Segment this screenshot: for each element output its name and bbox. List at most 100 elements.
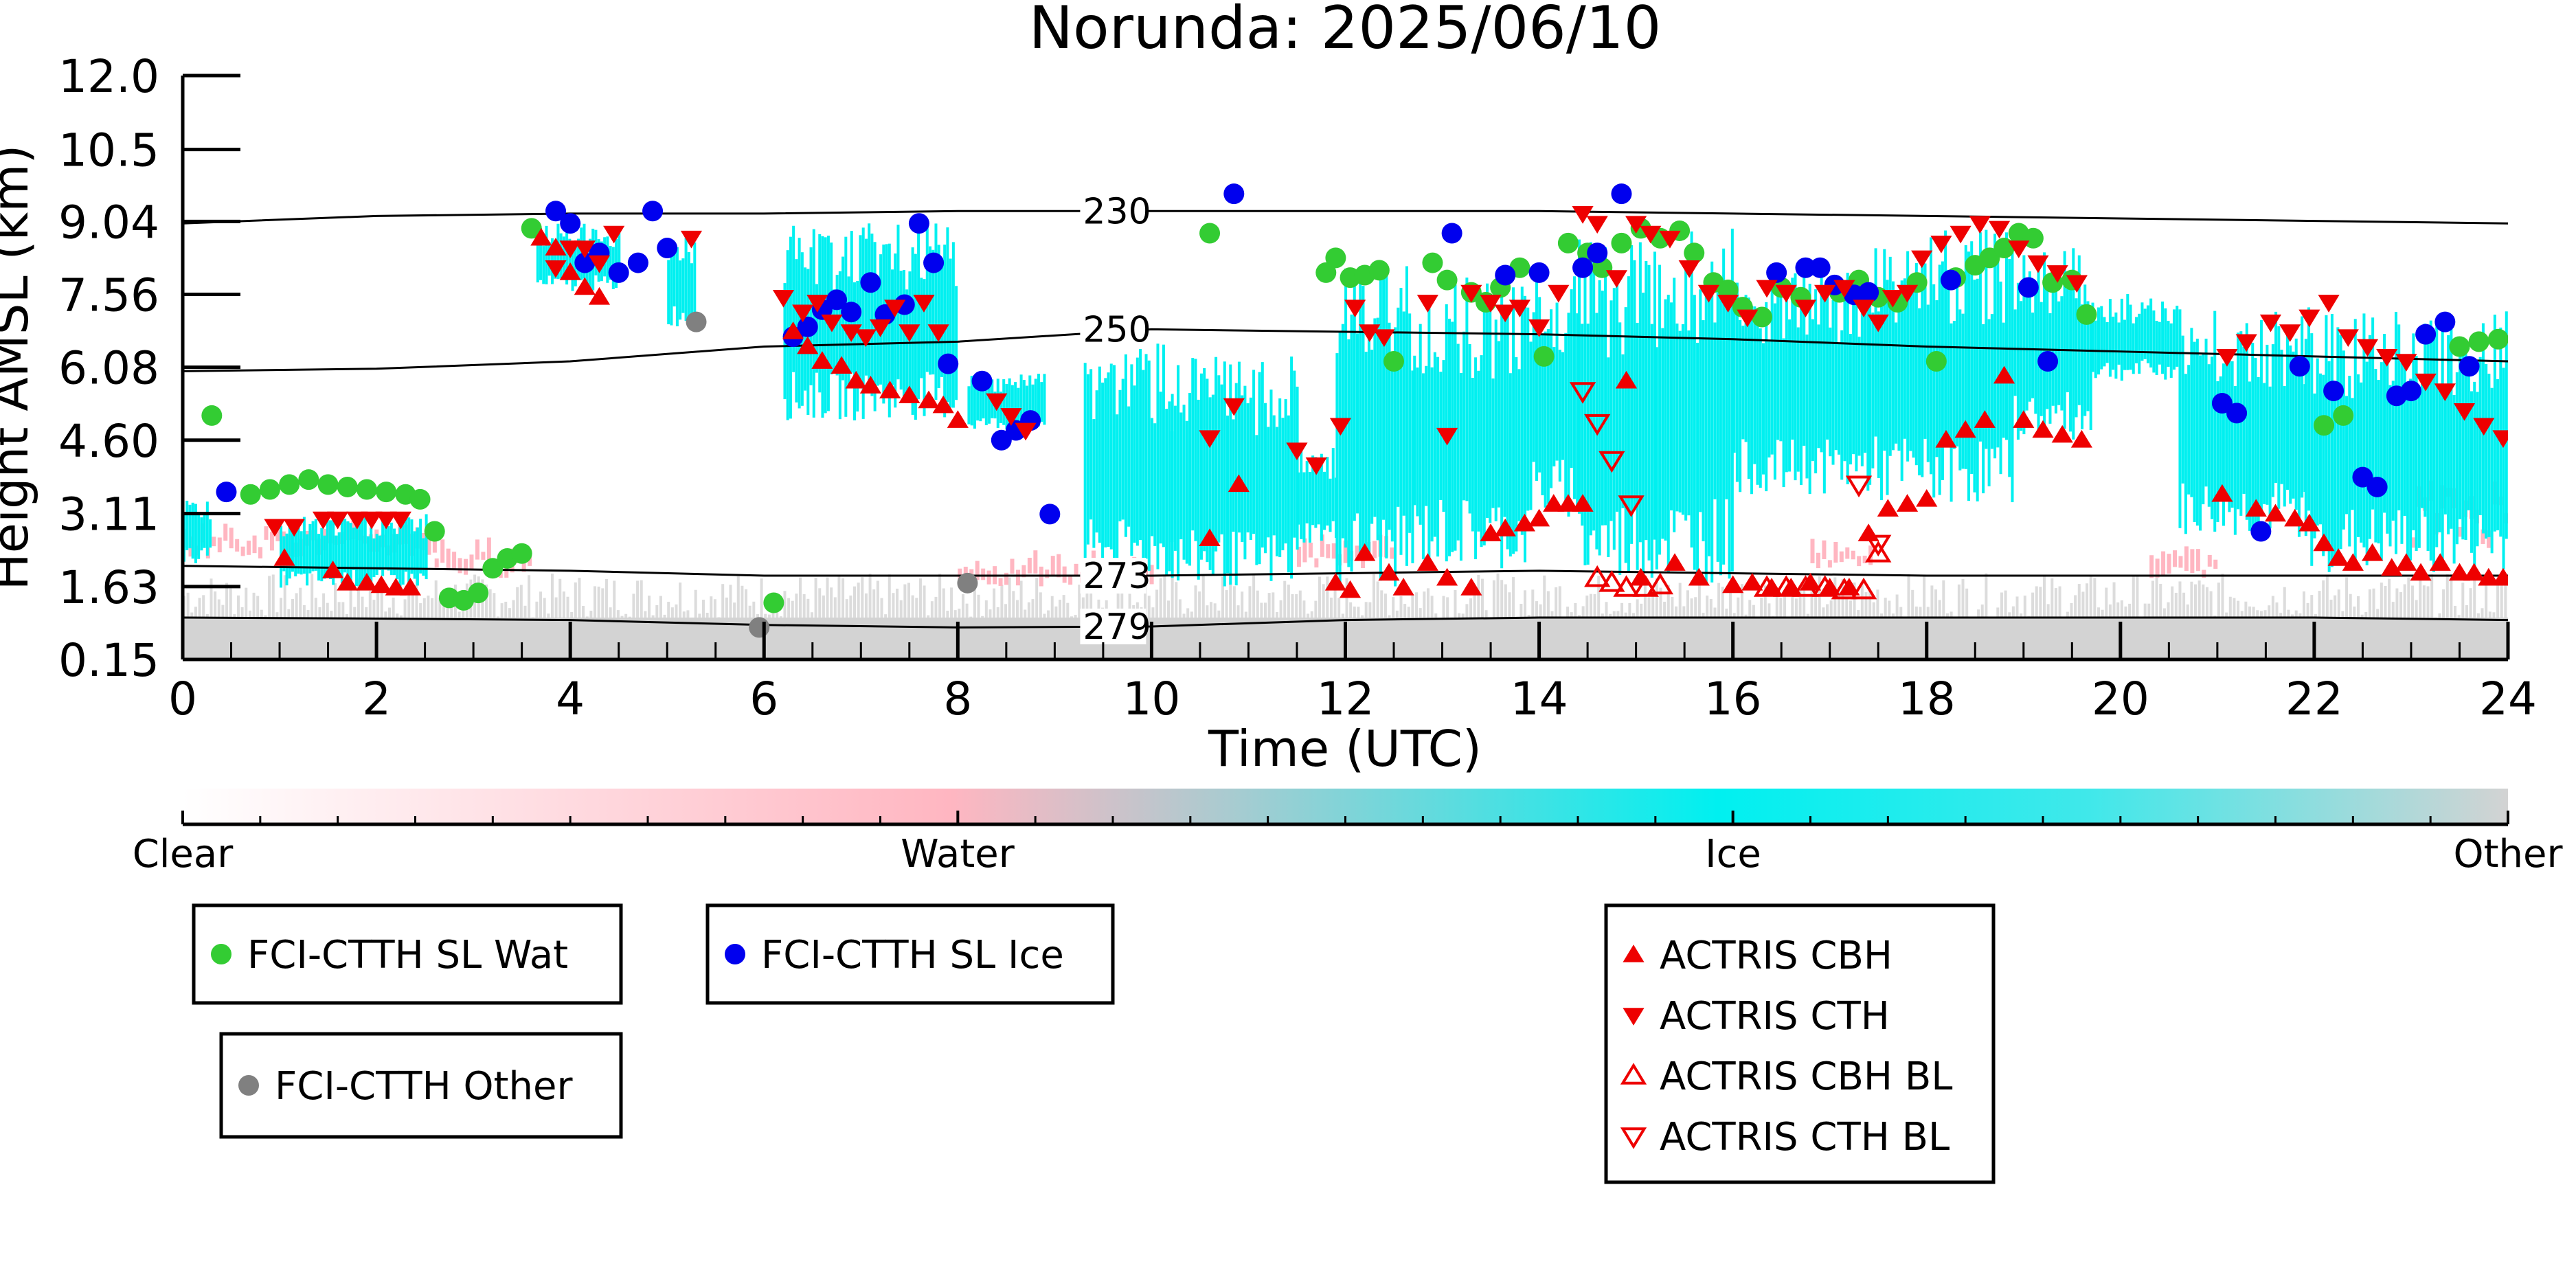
- other-speckle: [605, 578, 608, 618]
- other-speckle: [1643, 581, 1647, 618]
- other-speckle: [795, 594, 798, 618]
- point-fci-ctth-sl-wat: [376, 482, 397, 503]
- other-speckle: [2237, 600, 2240, 618]
- other-speckle: [2167, 602, 2170, 618]
- ice-curtain: [1008, 378, 1011, 429]
- ice-curtain: [1837, 343, 1840, 455]
- other-speckle: [892, 593, 895, 618]
- other-speckle: [1446, 597, 1449, 618]
- other-speckle: [2132, 576, 2135, 618]
- ice-curtain: [1993, 234, 1997, 459]
- ice-curtain: [2126, 294, 2129, 370]
- other-speckle: [620, 615, 624, 618]
- ice-curtain: [1970, 241, 1974, 475]
- ice-curtain: [1921, 251, 1924, 477]
- other-speckle: [651, 615, 655, 618]
- other-speckle: [2481, 608, 2484, 618]
- ice-curtain: [1564, 332, 1568, 507]
- other-speckle: [984, 600, 988, 618]
- other-speckle: [365, 607, 368, 618]
- ice-curtain: [979, 381, 982, 422]
- point-actris-cbh: [932, 395, 954, 414]
- other-speckle: [833, 597, 837, 618]
- ice-curtain: [1264, 403, 1267, 554]
- ice-curtain: [1583, 268, 1587, 565]
- ice-curtain: [1673, 278, 1676, 532]
- ice-curtain: [554, 240, 557, 279]
- ice-curtain: [2487, 374, 2491, 538]
- ice-curtain: [1912, 276, 1915, 458]
- ice-curtain: [559, 233, 563, 279]
- other-speckle: [2178, 581, 2182, 618]
- ice-curtain: [2164, 308, 2167, 380]
- point-actris-cth: [1882, 289, 1903, 308]
- other-speckle: [1601, 613, 1604, 618]
- point-fci-ctth-sl-ice: [2226, 403, 2248, 424]
- point-fci-ctth-sl-wat: [2468, 331, 2489, 352]
- other-speckle: [2105, 587, 2108, 618]
- other-speckle: [1155, 589, 1159, 618]
- ice-curtain: [375, 534, 379, 576]
- other-speckle: [1059, 600, 1062, 618]
- ice-curtain: [1761, 343, 1765, 475]
- other-speckle: [988, 609, 992, 618]
- other-speckle: [1015, 600, 1019, 618]
- ice-curtain: [934, 223, 938, 400]
- ice-curtain: [2505, 311, 2508, 539]
- other-speckle: [872, 589, 876, 618]
- ice-curtain: [1888, 256, 1892, 456]
- other-speckle: [528, 575, 531, 618]
- other-speckle: [2194, 584, 2197, 618]
- other-speckle: [1794, 598, 1798, 618]
- other-speckle: [419, 603, 422, 618]
- point-actris-cth: [559, 240, 581, 258]
- point-fci-ctth-sl-ice: [1039, 504, 1061, 525]
- ice-curtain: [1871, 312, 1875, 468]
- ice-curtain: [870, 234, 874, 396]
- other-speckle: [1597, 576, 1601, 618]
- point-actris-cth: [2473, 418, 2495, 436]
- other-speckle: [2058, 586, 2061, 618]
- ice-curtain: [949, 258, 952, 408]
- ice-curtain: [2327, 361, 2331, 572]
- other-speckle: [1919, 607, 1922, 618]
- ice-curtain: [2202, 354, 2205, 505]
- point-fci-ctth-sl-ice: [657, 238, 678, 259]
- legend-label: FCI-CTTH SL Ice: [761, 933, 1064, 978]
- other-speckle: [264, 615, 267, 618]
- point-actris-cth: [2453, 403, 2476, 421]
- other-speckle: [1539, 604, 1542, 618]
- point-actris-cth: [1460, 284, 1482, 303]
- other-speckle: [1232, 586, 1236, 618]
- other-speckle: [275, 612, 279, 618]
- ice-curtain: [667, 260, 670, 325]
- other-speckle: [2461, 583, 2465, 618]
- ice-curtain: [2108, 299, 2112, 377]
- point-fci-ctth-sl-ice: [991, 429, 1012, 451]
- other-speckle: [818, 588, 822, 618]
- ice-curtain: [1043, 374, 1046, 425]
- water-speckle: [1827, 560, 1832, 568]
- other-speckle: [1236, 605, 1240, 618]
- ice-curtain: [1820, 276, 1823, 453]
- ice-curtain: [1707, 291, 1710, 556]
- point-actris-cth-bl: [1845, 475, 1873, 498]
- point-actris-cbh: [1543, 494, 1565, 512]
- point-actris-cbh: [2013, 410, 2035, 428]
- other-speckle: [1454, 590, 1457, 618]
- other-speckle: [2325, 575, 2329, 618]
- point-actris-cbh: [2245, 499, 2267, 517]
- other-speckle: [1361, 615, 1364, 618]
- ice-curtain: [1903, 278, 1906, 439]
- ice-curtain: [401, 517, 405, 585]
- other-speckle: [636, 580, 640, 618]
- point-actris-cbh-bl: [1598, 570, 1625, 592]
- ice-curtain: [2020, 301, 2023, 431]
- ice-curtain: [1456, 343, 1460, 541]
- water-speckle: [1355, 545, 1359, 559]
- ice-curtain: [2120, 298, 2123, 381]
- ice-curtain: [404, 515, 407, 572]
- ice-curtain: [2374, 369, 2377, 543]
- ice-curtain: [2129, 304, 2132, 370]
- ice-curtain: [673, 253, 676, 307]
